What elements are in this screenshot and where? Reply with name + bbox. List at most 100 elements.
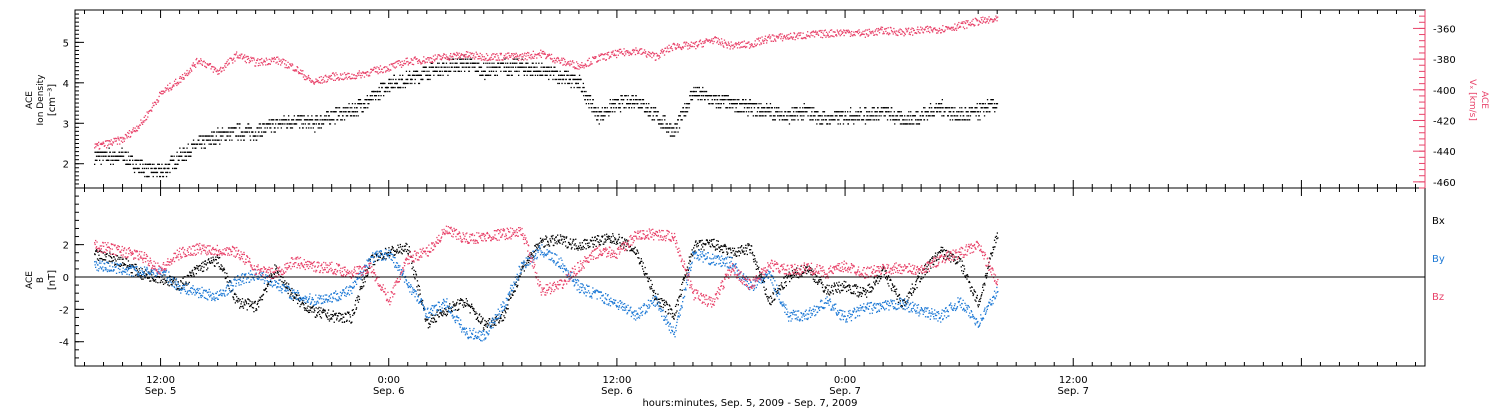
data-point [937, 107, 939, 109]
data-point [847, 111, 849, 113]
data-point [956, 111, 958, 113]
data-point [533, 66, 535, 68]
data-point [252, 135, 254, 137]
data-point [744, 103, 746, 105]
data-point [253, 311, 255, 313]
data-point [297, 298, 299, 300]
data-point [432, 66, 435, 68]
data-point [120, 256, 122, 259]
data-point [814, 115, 816, 117]
data-point [601, 107, 603, 109]
data-point [211, 131, 213, 133]
data-point [756, 38, 758, 40]
data-point [570, 74, 572, 76]
data-point [208, 143, 210, 145]
data-point [448, 66, 450, 68]
data-point [946, 28, 949, 30]
data-point [457, 70, 460, 72]
data-point [249, 60, 251, 63]
data-point [212, 66, 214, 68]
data-point [112, 151, 114, 153]
data-point [512, 62, 514, 64]
data-point [123, 263, 125, 265]
data-point [709, 103, 711, 105]
data-point [321, 119, 324, 121]
data-point [801, 119, 803, 121]
data-point [839, 115, 841, 117]
data-point [640, 53, 642, 55]
data-point [280, 59, 282, 61]
data-point [517, 59, 520, 61]
data-point [299, 127, 301, 129]
data-point [145, 273, 147, 275]
data-point [358, 74, 360, 76]
data-point [871, 107, 873, 109]
data-point [854, 119, 856, 121]
data-point [303, 78, 306, 81]
data-point [808, 107, 811, 109]
data-point [427, 74, 429, 76]
data-point [649, 51, 651, 54]
data-point [197, 61, 200, 63]
data-point [595, 56, 597, 58]
data-point [870, 115, 873, 117]
data-point [392, 86, 394, 89]
data-point [272, 119, 274, 121]
data-point [697, 99, 699, 101]
data-point [739, 47, 741, 49]
data-point [883, 115, 885, 117]
data-point [346, 78, 348, 80]
data-point [304, 309, 306, 311]
data-point [522, 66, 524, 68]
data-point [911, 115, 913, 117]
data-point [607, 111, 610, 113]
data-point [763, 111, 765, 113]
data-point [110, 256, 112, 258]
data-point [354, 103, 356, 105]
data-point [553, 60, 555, 62]
data-point [191, 70, 193, 72]
data-point [229, 135, 232, 137]
data-point [714, 99, 716, 101]
data-point [792, 119, 794, 121]
data-point [570, 63, 573, 65]
data-point [831, 29, 833, 31]
data-point [195, 147, 197, 149]
data-point [182, 283, 185, 285]
data-point [242, 131, 244, 133]
data-point [740, 46, 742, 48]
data-point [617, 54, 619, 56]
data-point [953, 29, 955, 31]
data-point [123, 140, 125, 142]
data-point [94, 163, 96, 165]
data-point [334, 313, 336, 316]
data-point [199, 62, 201, 65]
data-point [511, 74, 513, 76]
data-point [361, 103, 363, 105]
data-point [114, 263, 117, 265]
data-point [223, 268, 226, 271]
data-point [380, 82, 382, 85]
data-point [774, 115, 776, 117]
data-point [612, 111, 614, 113]
data-point [880, 111, 882, 113]
data-point [565, 64, 567, 67]
data-point [300, 115, 302, 117]
data-point [232, 62, 234, 64]
data-point [285, 64, 287, 66]
data-point [732, 99, 735, 101]
data-point [496, 74, 498, 76]
data-point [845, 115, 847, 117]
data-point [754, 40, 756, 42]
data-point [383, 95, 385, 97]
data-point [210, 135, 212, 137]
data-point [970, 107, 973, 109]
data-point [723, 46, 725, 48]
data-point [816, 31, 818, 33]
data-point [394, 82, 397, 85]
data-point [332, 72, 334, 74]
data-point [139, 124, 141, 126]
data-point [544, 74, 546, 76]
data-point [946, 107, 948, 109]
data-point [495, 70, 497, 72]
